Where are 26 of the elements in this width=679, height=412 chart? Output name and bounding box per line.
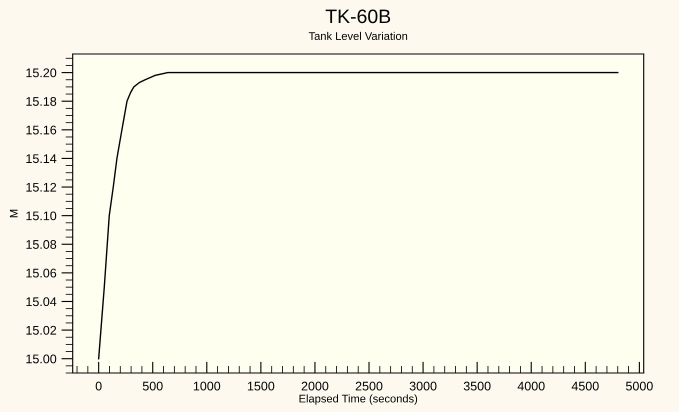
y-tick-label: 15.06	[26, 268, 56, 278]
y-tick-label: 15.02	[26, 326, 56, 335]
y-tick-label: 15.10	[26, 211, 56, 220]
x-tick-label: 2000	[302, 382, 328, 391]
x-tick-label: 0	[96, 382, 102, 391]
y-tick-label: 15.16	[26, 126, 56, 134]
x-tick-label: 5000	[626, 382, 653, 391]
y-tick-label: 15.18	[26, 97, 56, 106]
y-tick-label: 15.20	[26, 68, 56, 78]
y-tick-label: 15.04	[26, 297, 56, 306]
x-tick-label: 500	[142, 382, 163, 391]
x-tick-label: 4500	[572, 382, 599, 391]
x-tick-label: 1500	[248, 382, 274, 391]
x-tick-label: 2500	[356, 382, 382, 391]
chart-title: TK-60B	[326, 9, 390, 24]
chart-subtitle: Tank Level Variation	[308, 32, 408, 40]
y-tick-label: 15.08	[26, 240, 56, 249]
x-axis-title: Elapsed Time (seconds)	[300, 394, 418, 405]
x-tick-label: 3000	[410, 382, 437, 391]
y-axis-title: M	[10, 210, 18, 218]
x-tick-label: 4000	[518, 382, 545, 391]
y-tick-label: 15.00	[26, 354, 56, 364]
x-tick-label: 3500	[464, 382, 491, 391]
y-tick-label: 15.12	[26, 182, 56, 192]
y-tick-label: 15.14	[26, 154, 56, 164]
x-tick-label: 1000	[194, 382, 220, 391]
